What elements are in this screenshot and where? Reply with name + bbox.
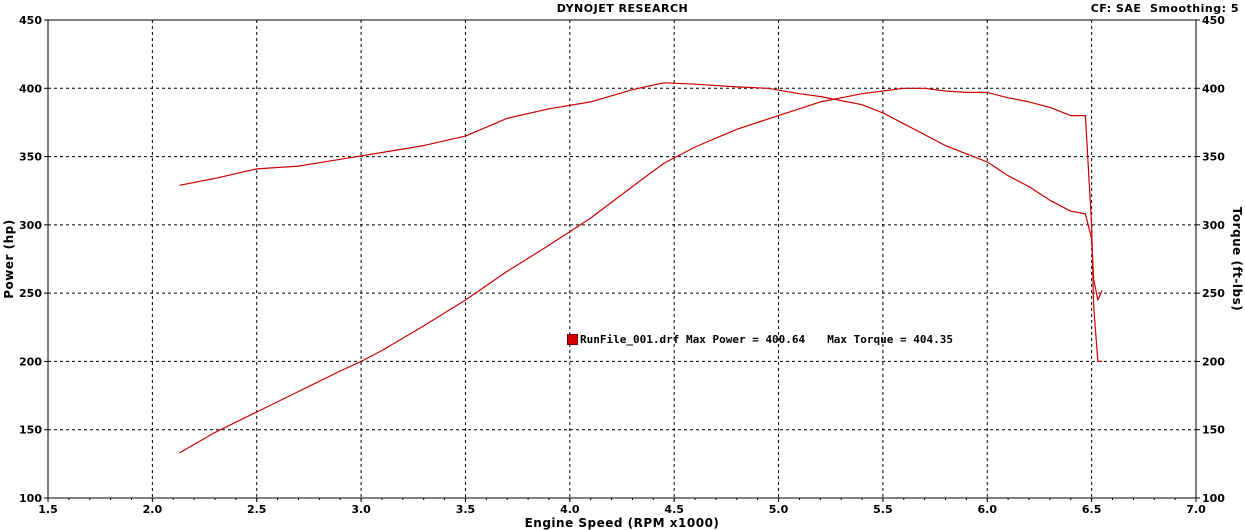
legend-swatch bbox=[567, 334, 578, 345]
y-tick-label: 400 bbox=[19, 82, 42, 95]
left-axis-ticks: 100 150 200 250 300 350 400 450 bbox=[19, 14, 48, 505]
y2-tick-label: 200 bbox=[1202, 355, 1225, 368]
x-tick-label: 2.5 bbox=[247, 503, 267, 516]
y2-tick-label: 450 bbox=[1202, 14, 1225, 27]
y2-tick-label: 250 bbox=[1202, 287, 1225, 300]
y-tick-label: 150 bbox=[19, 424, 42, 437]
x-tick-label: 3.0 bbox=[351, 503, 371, 516]
right-axis-ticks: 100 150 200 250 300 350 400 450 bbox=[1196, 14, 1225, 505]
x-tick-label: 1.5 bbox=[38, 503, 58, 516]
legend: RunFile_001.drf Max Power = 400.64 Max To… bbox=[567, 333, 953, 346]
y2-tick-label: 400 bbox=[1202, 82, 1225, 95]
y-tick-label: 350 bbox=[19, 151, 42, 164]
y-tick-label: 100 bbox=[19, 492, 42, 505]
y2-tick-label: 150 bbox=[1202, 424, 1225, 437]
x-tick-label: 2.0 bbox=[143, 503, 163, 516]
y2-axis-label: Torque (ft-lbs) bbox=[1230, 207, 1244, 311]
y-axis-label: Power (hp) bbox=[2, 219, 16, 298]
smoothing-label: Smoothing: 5 bbox=[1150, 2, 1239, 15]
cf-label: CF: SAE bbox=[1090, 2, 1142, 15]
y2-tick-label: 350 bbox=[1202, 151, 1225, 164]
y-tick-label: 250 bbox=[19, 287, 42, 300]
plot-frame bbox=[47, 19, 1197, 499]
x-tick-label: 7.0 bbox=[1186, 503, 1206, 516]
y-tick-label: 200 bbox=[19, 355, 42, 368]
chart-title: DYNOJET RESEARCH bbox=[556, 2, 689, 15]
x-tick-label: 6.0 bbox=[978, 503, 998, 516]
y2-tick-label: 300 bbox=[1202, 219, 1225, 232]
x-axis-ticks: 1.5 2.0 2.5 3.0 3.5 4.0 4.5 5.0 5.5 6.0 6.5 7.0 bbox=[38, 498, 1206, 516]
x-tick-label: 4.0 bbox=[560, 503, 580, 516]
torque-line bbox=[179, 82, 1103, 301]
legend-max-power: Max Power = 400.64 bbox=[685, 333, 806, 346]
series-lines bbox=[179, 82, 1103, 454]
legend-run-file: RunFile_001.drf bbox=[580, 333, 680, 346]
y-tick-label: 450 bbox=[19, 14, 42, 27]
x-tick-label: 3.5 bbox=[456, 503, 476, 516]
y2-tick-label: 100 bbox=[1202, 492, 1225, 505]
y-tick-label: 300 bbox=[19, 219, 42, 232]
settings-readout: CF: SAE Smoothing: 5 bbox=[1091, 2, 1239, 15]
legend-max-torque: Max Torque = 404.35 bbox=[827, 333, 954, 346]
x-axis-label: Engine Speed (RPM x1000) bbox=[525, 516, 720, 530]
x-tick-label: 4.5 bbox=[664, 503, 684, 516]
grid bbox=[48, 20, 1196, 498]
x-tick-label: 5.5 bbox=[873, 503, 893, 516]
x-tick-label: 5.0 bbox=[769, 503, 789, 516]
x-tick-label: 6.5 bbox=[1082, 503, 1102, 516]
power-line bbox=[179, 87, 1103, 454]
